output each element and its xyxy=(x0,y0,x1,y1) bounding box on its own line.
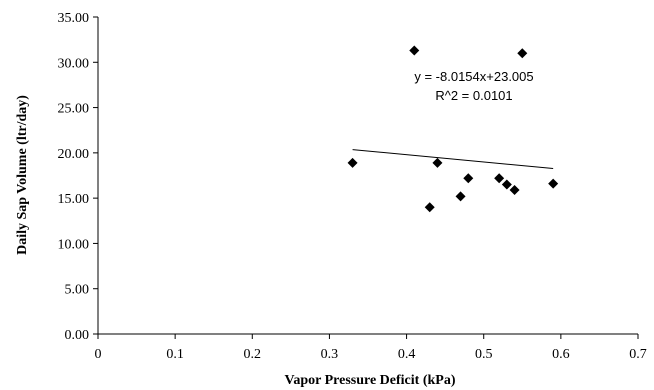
data-point xyxy=(347,157,358,168)
y-tick-label: 5.00 xyxy=(65,283,90,298)
trendline xyxy=(352,149,554,169)
data-point xyxy=(501,179,512,190)
x-tick-label: 0.7 xyxy=(629,347,647,362)
data-point xyxy=(432,157,443,168)
axes xyxy=(93,16,639,339)
data-point xyxy=(455,191,466,202)
x-tick-label: 0.3 xyxy=(321,347,339,362)
y-tick-label: 25.00 xyxy=(58,102,90,117)
y-tick-label: 20.00 xyxy=(58,147,90,162)
y-tick-label: 35.00 xyxy=(58,11,90,26)
x-tick-labels: 0 0.1 0.2 0.3 0.4 0.5 0.6 0.7 xyxy=(95,347,647,362)
x-tick-label: 0.1 xyxy=(166,347,184,362)
data-point xyxy=(409,45,420,56)
y-tick-label: 10.00 xyxy=(58,237,90,252)
trendline-group xyxy=(352,149,554,169)
y-tick-labels: 0.00 5.00 10.00 15.00 20.00 25.00 30.00 35.00 xyxy=(58,11,90,343)
x-axis-title: Vapor Pressure Deficit (kPa) xyxy=(285,373,456,388)
data-point xyxy=(509,184,520,195)
trendline-r2: R^2 = 0.0101 xyxy=(435,88,512,103)
y-tick-label: 15.00 xyxy=(58,192,90,207)
x-tick-label: 0.5 xyxy=(475,347,493,362)
y-tick-label: 30.00 xyxy=(58,56,90,71)
x-tick-label: 0.4 xyxy=(398,347,416,362)
data-point xyxy=(463,173,474,184)
data-points xyxy=(347,45,559,213)
data-point xyxy=(517,48,528,59)
x-tick-label: 0.2 xyxy=(244,347,262,362)
y-axis-title: Daily Sap Volume (ltr/day) xyxy=(15,95,30,255)
trendline-equation: y = -8.0154x+23.005 xyxy=(414,69,533,84)
y-tick-label: 0.00 xyxy=(65,328,90,343)
x-tick-label: 0 xyxy=(95,347,102,362)
data-point xyxy=(494,173,505,184)
data-point xyxy=(548,178,559,189)
data-point xyxy=(424,202,435,213)
x-tick-label: 0.6 xyxy=(552,347,570,362)
